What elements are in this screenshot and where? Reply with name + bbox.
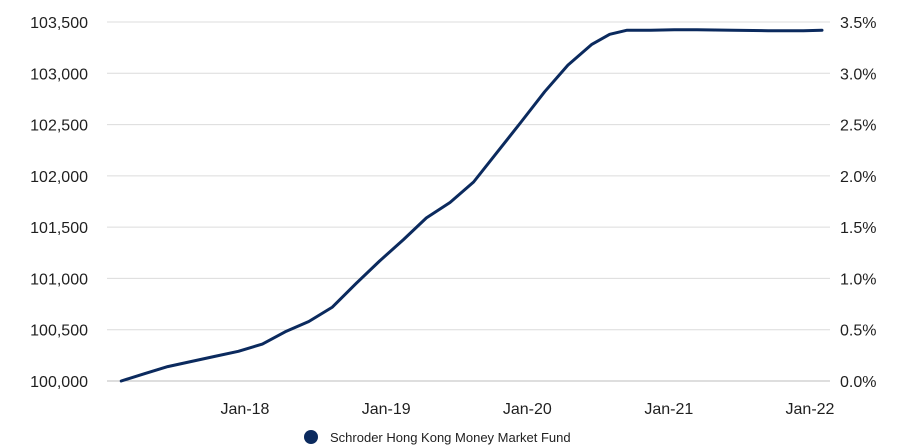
y-tick-label-left: 103,500: [30, 15, 88, 32]
y-tick-label-left: 101,500: [30, 220, 88, 237]
left-y-axis: 100,000 100,500 101,000 101,500 102,000 102,5…: [30, 15, 88, 391]
y-tick-label-right: 1.0%: [840, 271, 876, 288]
y-tick-label-left: 102,500: [30, 118, 88, 135]
legend-label: Schroder Hong Kong Money Market Fund: [330, 430, 571, 445]
x-tick-label: Jan-18: [221, 401, 270, 418]
y-tick-label-right: 2.0%: [840, 169, 876, 186]
y-tick-label-left: 103,000: [30, 66, 88, 83]
y-tick-label-right: 3.0%: [840, 66, 876, 83]
x-tick-label: Jan-22: [786, 401, 835, 418]
y-tick-label-left: 101,000: [30, 271, 88, 288]
y-tick-label-right: 2.5%: [840, 118, 876, 135]
legend-marker: [304, 430, 318, 444]
x-tick-label: Jan-21: [644, 401, 693, 418]
x-tick-label: Jan-19: [362, 401, 411, 418]
y-tick-label-right: 0.5%: [840, 323, 876, 340]
y-tick-label-left: 100,000: [30, 374, 88, 391]
right-y-axis: 0.0% 0.5% 1.0% 1.5% 2.0% 2.5% 3.0% 3.5%: [840, 15, 876, 391]
y-tick-label-left: 102,000: [30, 169, 88, 186]
x-axis: Jan-18 Jan-19 Jan-20 Jan-21 Jan-22: [221, 401, 835, 418]
y-tick-label-left: 100,500: [30, 323, 88, 340]
y-tick-label-right: 3.5%: [840, 15, 876, 32]
gridlines: [107, 21, 830, 382]
y-tick-label-right: 0.0%: [840, 374, 876, 391]
y-tick-label-right: 1.5%: [840, 220, 876, 237]
legend: Schroder Hong Kong Money Market Fund: [304, 430, 571, 445]
series-line: [119, 28, 824, 383]
x-tick-label: Jan-20: [503, 401, 552, 418]
series-layer: [119, 28, 824, 383]
